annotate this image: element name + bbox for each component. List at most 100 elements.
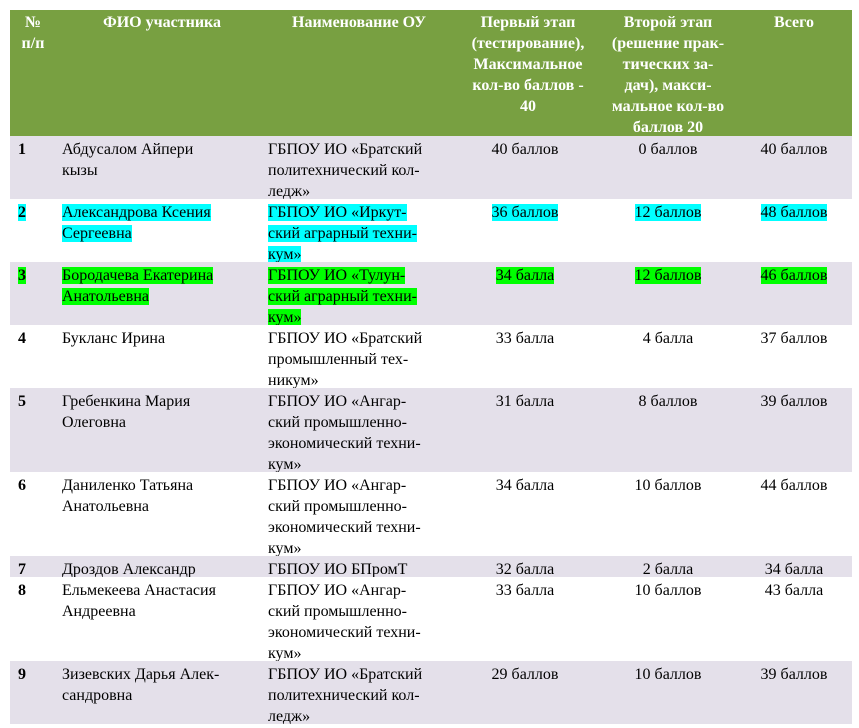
row-number-cell: 9 — [10, 661, 56, 724]
organization-text: экономический техни- — [268, 624, 421, 641]
participant-name-text: Абдусалом Айпери — [62, 141, 194, 158]
organization-line: политехнический кол- — [268, 160, 450, 181]
participant-name-text: Гребенкина Мария — [62, 393, 191, 410]
organization-text: ский промышленно- — [268, 603, 407, 620]
total-score: 43 балла — [764, 582, 824, 599]
stage1-score-cell: 33 балла — [450, 577, 600, 661]
participant-name-text: Сергеевна — [62, 225, 132, 242]
organization-text: ГБПОУ ИО «Ангар- — [268, 393, 407, 410]
organization-text: ский промышленно- — [268, 498, 407, 515]
row-number-cell: 4 — [10, 325, 56, 388]
organization-line: кум» — [268, 244, 450, 265]
row-number-cell: 7 — [10, 556, 56, 578]
participant-name-cell: Ельмекеева Анастасия Андреевна — [56, 577, 262, 661]
organization-text: ГБПОУ ИО БПромТ — [268, 561, 408, 578]
organization-line: экономический техни- — [268, 517, 450, 538]
participant-name-line: Абдусалом Айпери — [62, 139, 262, 160]
organization-line: ский аграрный техни- — [268, 286, 450, 307]
header-stage2: Второй этап (решение прак- тических за- … — [611, 14, 725, 136]
total-score-cell: 46 баллов — [736, 262, 852, 325]
stage1-score-cell: 34 балла — [450, 262, 600, 325]
participant-name-cell: Зизевских Дарья Алек-сандровна — [56, 661, 262, 724]
stage2-score-cell: 10 баллов — [600, 577, 736, 661]
row-number-cell: 2 — [10, 199, 56, 262]
total-score-cell: 34 балла — [736, 556, 852, 578]
table-header: № п/п ФИО участника Наименование ОУ Перв… — [10, 10, 852, 136]
organization-line: экономический техни- — [268, 622, 450, 643]
organization-text: ский аграрный техни- — [268, 288, 417, 305]
stage1-score-cell: 31 балла — [450, 388, 600, 472]
stage2-score-cell: 12 баллов — [600, 199, 736, 262]
table-row: 6 Даниленко Татьяна Анатольевна ГБПОУ ИО «А… — [10, 472, 852, 557]
stage2-score: 8 баллов — [638, 393, 698, 410]
header-num: № п/п — [21, 14, 45, 52]
organization-line: ГБПОУ ИО «Братский — [268, 139, 450, 160]
organization-cell: ГБПОУ ИО «Ангар-ский промышленно-экономи… — [262, 472, 450, 557]
participant-name-text: Зизевских Дарья Алек- — [62, 666, 220, 683]
total-score-cell: 39 баллов — [736, 388, 852, 472]
participant-name-text: Даниленко Татьяна — [62, 477, 194, 494]
total-score-cell: 48 баллов — [736, 199, 852, 262]
stage1-score-cell: 36 баллов — [450, 199, 600, 262]
row-number: 3 — [18, 267, 26, 284]
total-score: 37 баллов — [760, 330, 828, 347]
total-score: 44 баллов — [760, 477, 828, 494]
participant-name-line: сандровна — [62, 685, 262, 706]
stage2-score: 12 баллов — [634, 204, 702, 221]
stage1-score: 36 баллов — [491, 204, 559, 221]
participant-name-text: Александрова Ксения — [62, 204, 211, 221]
total-score-cell: 40 баллов — [736, 136, 852, 199]
organization-text: ГБПОУ ИО «Ангар- — [268, 477, 407, 494]
organization-cell: ГБПОУ ИО БПромТ — [262, 556, 450, 580]
header-name: ФИО участника — [102, 14, 222, 31]
organization-line: промышленный тех- — [268, 349, 450, 370]
row-number-cell: 6 — [10, 472, 56, 556]
organization-line: ГБПОУ ИО «Тулун- — [268, 265, 450, 286]
total-score: 40 баллов — [760, 141, 828, 158]
organization-line: ГБПОУ ИО БПромТ — [268, 559, 450, 580]
stage1-score-cell: 40 баллов — [450, 136, 600, 199]
stage1-score: 34 балла — [495, 267, 555, 284]
participant-name-line: Дроздов Александр — [62, 559, 262, 580]
row-number-cell: 1 — [10, 136, 56, 199]
stage2-score-cell: 8 баллов — [600, 388, 736, 472]
stage2-score: 0 баллов — [638, 141, 698, 158]
stage2-score: 10 баллов — [634, 582, 702, 599]
organization-text: политехнический кол- — [268, 162, 420, 179]
row-number-cell: 5 — [10, 388, 56, 472]
organization-cell: ГБПОУ ИО «Тулун-ский аграрный техни-кум» — [262, 262, 450, 326]
table-body: 1 Абдусалом Айпери кызы ГБПОУ ИО «Братский п… — [10, 136, 852, 725]
table-row: 3 Бородачева Екатерина Анатольевна ГБПОУ ИО… — [10, 262, 852, 326]
organization-text: ГБПОУ ИО «Братский — [268, 141, 423, 158]
organization-text: промышленный тех- — [268, 351, 409, 368]
table-row: 5 Гребенкина Мария Олеговна ГБПОУ ИО «Ангар… — [10, 388, 852, 475]
organization-text: ГБПОУ ИО «Тулун- — [268, 267, 406, 284]
organization-line: ГБПОУ ИО «Ангар- — [268, 580, 450, 601]
participant-name-line: Олеговна — [62, 412, 262, 433]
participant-name-cell: Дроздов Александр — [56, 556, 262, 580]
stage2-score: 2 балла — [642, 561, 694, 578]
organization-line: никум» — [268, 370, 450, 391]
row-number: 5 — [18, 393, 26, 410]
stage1-score: 29 баллов — [491, 666, 559, 683]
organization-line: экономический техни- — [268, 433, 450, 454]
organization-line: политехнический кол- — [268, 685, 450, 706]
participant-name-cell: Абдусалом Айпери кызы — [56, 136, 262, 199]
total-score: 39 баллов — [760, 393, 828, 410]
stage2-score-cell: 10 баллов — [600, 661, 736, 724]
stage2-score-cell: 2 балла — [600, 556, 736, 578]
stage1-score: 33 балла — [495, 582, 555, 599]
row-number: 7 — [18, 561, 26, 578]
participant-name-text: Дроздов Александр — [62, 561, 196, 578]
participant-name-line: Бородачева Екатерина — [62, 265, 262, 286]
stage2-score: 10 баллов — [634, 666, 702, 683]
organization-text: никум» — [268, 372, 319, 389]
organization-cell: ГБПОУ ИО «Ангар-ский промышленно-экономи… — [262, 577, 450, 662]
organization-cell: ГБПОУ ИО «Братский промышленный тех-никум… — [262, 325, 450, 391]
organization-line: кум» — [268, 454, 450, 475]
organization-text: экономический техни- — [268, 435, 421, 452]
organization-text: ский аграрный техни- — [268, 225, 417, 242]
organization-line: ГБПОУ ИО «Братский — [268, 328, 450, 349]
participant-name-text: Бородачева Екатерина — [62, 267, 214, 284]
stage2-score: 10 баллов — [634, 477, 702, 494]
